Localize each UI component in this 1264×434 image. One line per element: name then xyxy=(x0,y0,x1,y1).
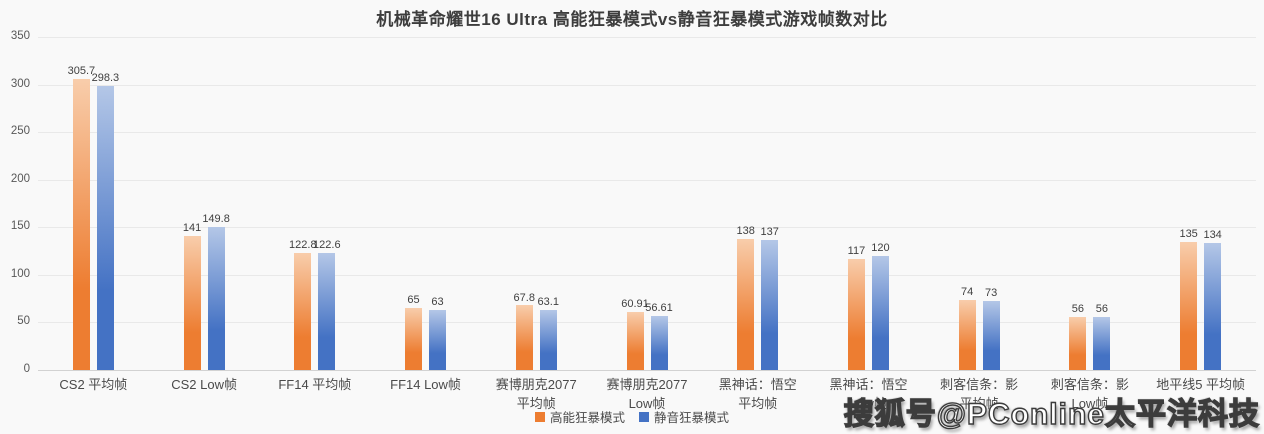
x-axis-label: CS2 平均帧 xyxy=(59,377,128,392)
bar-value-label: 135 xyxy=(1179,227,1198,240)
gridline xyxy=(38,370,1256,371)
legend-label: 静音狂暴模式 xyxy=(654,411,730,425)
bar-value-label: 67.8 xyxy=(513,291,535,304)
bar-value-label: 137 xyxy=(760,225,779,238)
bar-quiet-mode xyxy=(1204,242,1222,370)
bar-high-mode xyxy=(847,258,865,370)
x-axis-label: 黑神话：悟空 平均帧 xyxy=(718,377,797,411)
bar-value-label: 298.3 xyxy=(91,72,120,85)
x-axis-label: FF14 平均帧 xyxy=(278,377,352,392)
legend-item: 高能狂暴模式 xyxy=(534,407,625,426)
bar-value-label: 122.8 xyxy=(289,239,317,252)
x-axis-label: 刺客信条：影 平均帧 xyxy=(940,377,1019,411)
bar-value-label: 56 xyxy=(1071,302,1085,315)
bar-value-label: 305.7 xyxy=(67,65,96,78)
bar-high-mode xyxy=(626,312,644,370)
y-tick-label: 50 xyxy=(17,315,30,328)
bar-high-mode xyxy=(958,299,976,370)
bar-value-label: 60.91 xyxy=(621,298,649,311)
y-tick-label: 0 xyxy=(23,363,30,375)
y-tick-label: 150 xyxy=(10,220,30,233)
bar-value-label: 122.6 xyxy=(313,239,341,252)
gridline xyxy=(38,179,1256,181)
bar-quiet-mode xyxy=(96,86,114,370)
bar-quiet-mode xyxy=(1093,316,1111,370)
bar-value-label: 138 xyxy=(736,224,755,237)
bar-high-mode xyxy=(183,235,201,370)
bar-value-label: 63.1 xyxy=(537,295,559,308)
x-axis-label: 刺客信条：影 Low帧 xyxy=(1050,377,1129,411)
x-axis-label: 地平线5 平均帧 xyxy=(1156,377,1246,392)
chart-title: 机械革命耀世16 Ultra 高能狂暴模式vs静音狂暴模式游戏帧数对比 xyxy=(376,10,888,29)
bar-value-label: 149.8 xyxy=(202,213,230,226)
bar-value-label: 134 xyxy=(1203,228,1222,241)
gridline xyxy=(38,274,1256,276)
bar-quiet-mode xyxy=(871,255,889,370)
y-tick-label: 100 xyxy=(10,267,30,280)
x-axis-label: 赛博朋克2077 平均帧 xyxy=(495,377,577,411)
bar-value-label: 120 xyxy=(871,241,890,254)
y-tick-label: 350 xyxy=(10,30,30,42)
bar-high-mode xyxy=(515,305,533,370)
bar-value-label: 63 xyxy=(431,296,444,309)
bar-quiet-mode xyxy=(429,310,447,370)
bar-quiet-mode xyxy=(318,253,336,370)
gridline xyxy=(38,132,1256,134)
legend: 高能狂暴模式 静音狂暴模式 xyxy=(0,407,1264,426)
bar-quiet-mode xyxy=(650,316,668,370)
y-tick-label: 250 xyxy=(10,125,30,138)
x-axis-label: FF14 Low帧 xyxy=(390,377,461,392)
gridline xyxy=(38,84,1256,86)
bar-value-label: 56 xyxy=(1095,302,1109,315)
gridline xyxy=(38,322,1256,324)
y-tick-label: 300 xyxy=(10,77,30,90)
bar-quiet-mode xyxy=(761,239,779,370)
x-axis-label: 赛博朋克2077 Low帧 xyxy=(606,377,688,411)
bar-high-mode xyxy=(1069,316,1087,370)
bar-value-label: 56.61 xyxy=(645,302,673,315)
legend-swatch xyxy=(639,411,649,422)
bar-quiet-mode xyxy=(207,227,225,370)
bar-value-label: 74 xyxy=(961,285,974,298)
bar-high-mode xyxy=(294,253,312,370)
x-axis-label: 黑神话：悟空 Low帧 xyxy=(829,377,908,411)
x-axis-label: CS2 Low帧 xyxy=(171,377,237,392)
bar-quiet-mode xyxy=(982,300,1000,370)
bar-high-mode xyxy=(737,238,755,370)
legend-item: 静音狂暴模式 xyxy=(639,407,729,426)
bar-quiet-mode xyxy=(539,309,557,370)
bar-value-label: 117 xyxy=(847,244,866,257)
gridline xyxy=(38,37,1256,38)
bar-high-mode xyxy=(405,308,423,370)
gridline xyxy=(38,227,1256,229)
y-tick-label: 200 xyxy=(10,172,30,185)
bar-value-label: 141 xyxy=(182,221,202,234)
bar-high-mode xyxy=(1180,241,1198,370)
legend-swatch xyxy=(534,411,545,422)
bar-value-label: 73 xyxy=(985,286,998,299)
bar-value-label: 65 xyxy=(407,294,420,307)
bar-high-mode xyxy=(72,79,90,370)
legend-label: 高能狂暴模式 xyxy=(549,411,625,425)
